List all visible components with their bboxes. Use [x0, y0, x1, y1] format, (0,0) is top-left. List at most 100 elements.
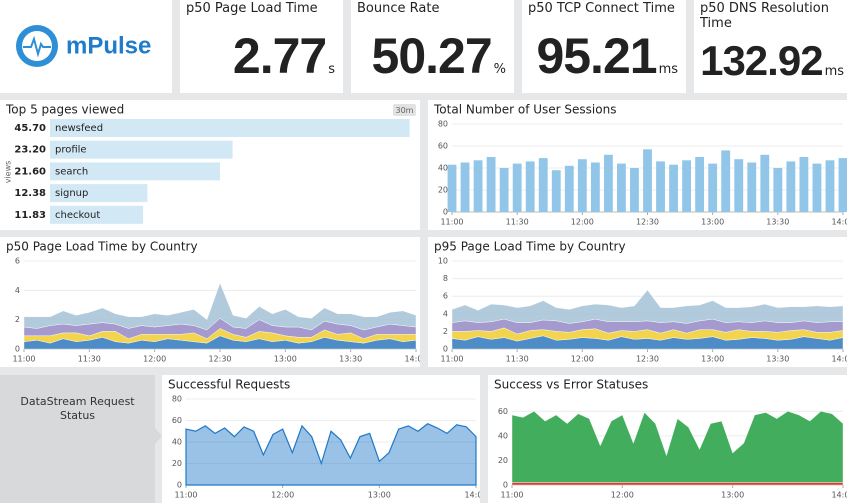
bar: [538, 158, 548, 212]
x-tick-label: 11:00: [440, 355, 463, 364]
y-tick-label: 0: [443, 208, 448, 217]
tile-value: 95.21 ms: [536, 27, 678, 85]
x-tick-label: 12:00: [571, 355, 594, 364]
x-tick-label: 13:00: [721, 491, 744, 500]
panel: Total Number of User Sessions 0 20 40 60 80 11…: [428, 100, 847, 230]
x-tick-label: 14:00: [831, 355, 847, 364]
bar: [773, 168, 783, 212]
y-tick-label: 80: [172, 395, 182, 404]
panel: Top 5 pages viewed 30m views 45.70 newsfeed 2…: [0, 100, 420, 230]
logo: mPulse: [16, 25, 151, 67]
bar: [50, 119, 410, 137]
logo-text: mPulse: [66, 32, 151, 59]
x-tick-label: 13:00: [701, 218, 724, 227]
tile-value: 50.27%: [372, 27, 506, 85]
bar: [447, 164, 457, 212]
y-tick-label: 60: [172, 416, 182, 425]
bar: [734, 159, 744, 212]
y-tick-label: 60: [498, 407, 508, 416]
y-axis-label: views: [4, 161, 13, 184]
logo-icon: [22, 31, 52, 61]
bar: [708, 163, 718, 212]
x-tick-label: 12:00: [143, 355, 166, 364]
panel-title: p50 Page Load Time by Country: [6, 240, 198, 254]
bar: [50, 184, 148, 203]
tile-title: p50 DNS Resolution Time: [700, 1, 829, 31]
panel-title: Total Number of User Sessions: [433, 103, 616, 117]
bar: [786, 161, 796, 212]
bar: [512, 163, 522, 212]
x-tick-label: 13:00: [701, 355, 724, 364]
tile-title: Bounce Rate: [357, 1, 440, 16]
category-label: signup: [55, 188, 88, 199]
unit: ms: [824, 64, 844, 79]
y-tick-label: 10: [438, 257, 448, 266]
bar: [551, 170, 561, 212]
x-tick-label: 12:00: [611, 491, 634, 500]
y-tick-label: 40: [498, 431, 508, 440]
bar: [617, 163, 626, 212]
bar: [486, 157, 496, 212]
y-tick-label: 0: [443, 345, 448, 354]
bar: [838, 158, 847, 212]
bar: [499, 168, 509, 212]
bar: [825, 160, 835, 212]
bar: [760, 154, 770, 212]
y-tick-label: 2: [15, 315, 20, 324]
x-tick-label: 13:00: [274, 355, 297, 364]
y-tick-label: 0: [177, 481, 182, 490]
x-tick-label: 12:30: [636, 218, 659, 227]
metric-tile: p50 TCP Connect Time 95.21 ms: [522, 0, 686, 93]
y-tick-label: 6: [15, 257, 20, 266]
category-label: search: [55, 166, 88, 177]
unit: ms: [658, 62, 678, 77]
panel: p95 Page Load Time by Country 0 2 4 6 8 10 11:0…: [428, 237, 847, 367]
badge: [393, 104, 416, 116]
x-tick-label: 13:30: [339, 355, 362, 364]
value-label: 23.20: [14, 145, 46, 156]
bar: [577, 159, 587, 212]
logo-panel: mPulse: [0, 0, 172, 93]
x-tick-label: 14:00: [831, 491, 847, 500]
x-tick-label: 11:30: [506, 218, 529, 227]
bar: [799, 157, 809, 212]
bar: [50, 205, 144, 224]
panel-bg: [162, 375, 480, 503]
bar: [643, 149, 652, 212]
x-tick-label: 14:00: [404, 355, 427, 364]
bar: [812, 163, 822, 212]
y-tick-label: 4: [15, 286, 20, 295]
y-tick-label: 20: [172, 459, 182, 468]
area: [451, 289, 844, 324]
panel-title: Success vs Error Statuses: [494, 378, 648, 392]
x-tick-label: 11:30: [78, 355, 101, 364]
x-tick-label: 13:00: [368, 491, 391, 500]
badge-text: 30m: [396, 106, 414, 115]
logo-icon: [23, 35, 51, 58]
bar: [460, 162, 470, 212]
x-tick-label: 11:00: [500, 491, 523, 500]
y-tick-label: 2: [443, 327, 448, 336]
tile-value: 132.92 ms: [700, 37, 844, 85]
tile-title: p50 Page Load Time: [186, 1, 318, 16]
x-tick-label: 12:00: [571, 218, 594, 227]
bar: [50, 140, 233, 159]
y-tick-label: 80: [438, 120, 448, 129]
x-tick-label: 13:30: [766, 218, 789, 227]
metric-tile: p50 DNS Resolution Time 132.92 ms: [694, 0, 847, 93]
panel: p50 Page Load Time by Country 0 2 4 6 11:00 11…: [0, 237, 427, 367]
value-label: 45.70: [14, 123, 46, 134]
value-label: 12.38: [14, 188, 46, 199]
bar: [747, 162, 757, 212]
panel-title: Top 5 pages viewed: [5, 103, 124, 117]
x-tick-label: 14:00: [831, 218, 847, 227]
value: 2.77: [232, 28, 327, 84]
area: [23, 282, 417, 331]
area: [185, 423, 477, 486]
y-tick-label: 0: [15, 345, 20, 354]
bar: [590, 162, 600, 212]
x-tick-label: 11:00: [12, 355, 35, 364]
bar: [669, 164, 678, 212]
x-tick-label: 11:30: [506, 355, 529, 364]
